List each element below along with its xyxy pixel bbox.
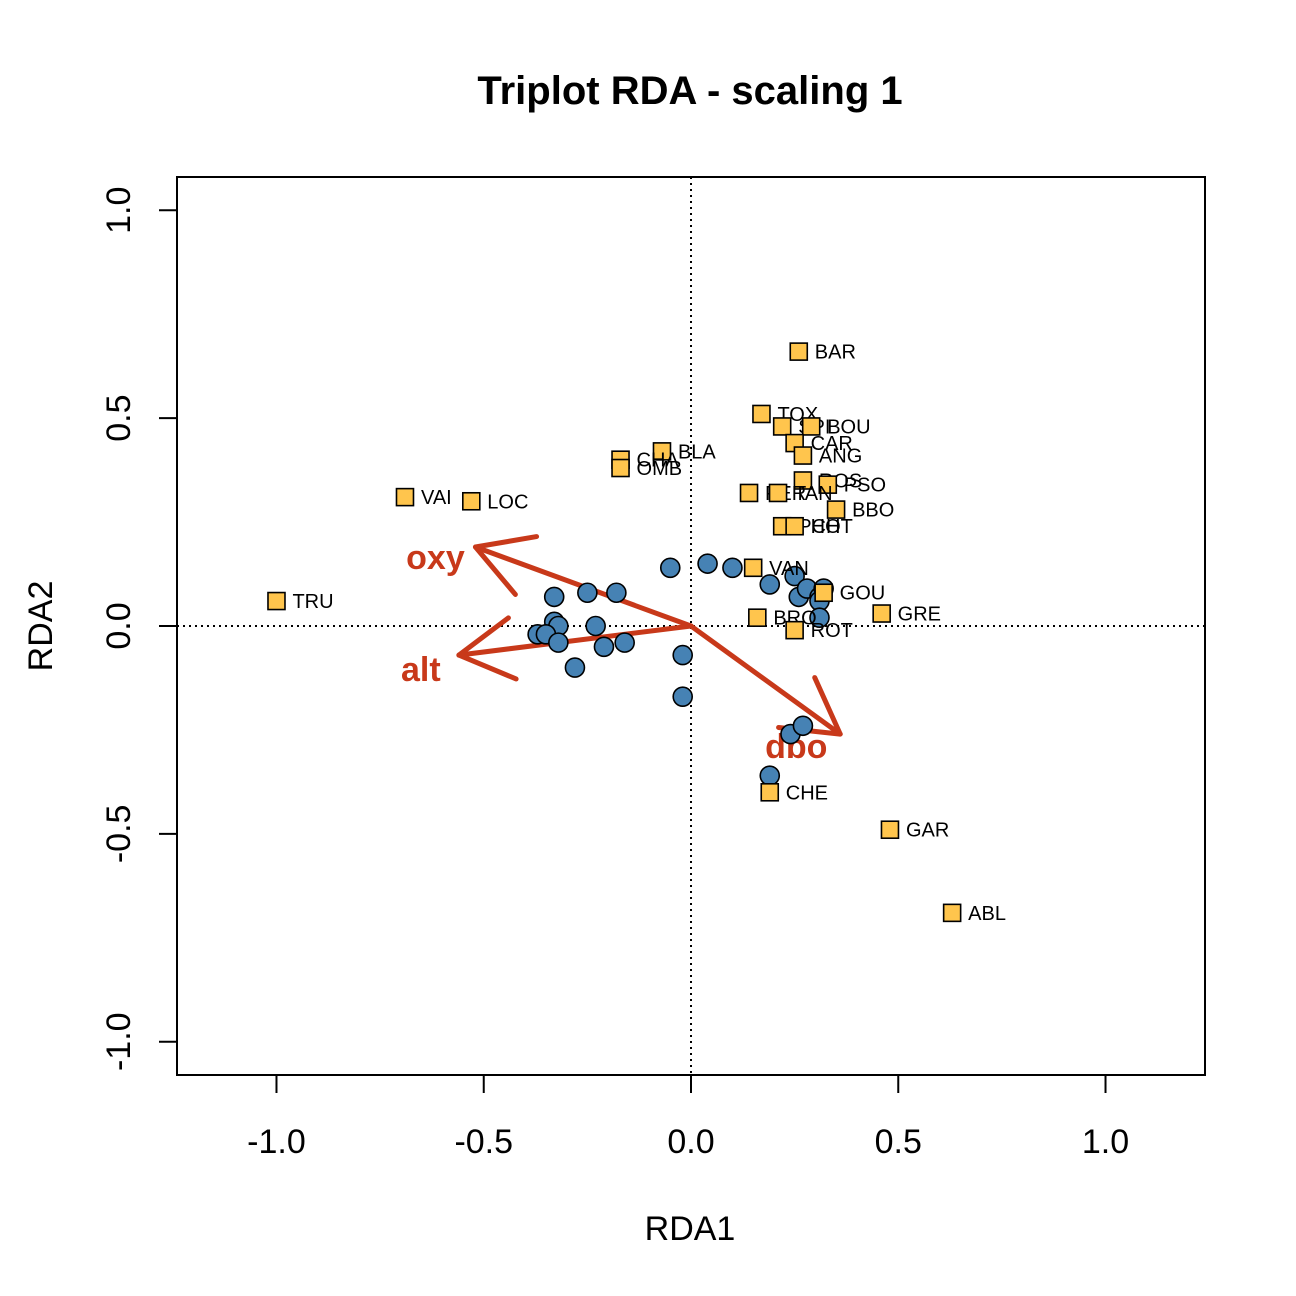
arrow-shaft-alt (456, 623, 694, 658)
species-label: CHE (786, 782, 828, 804)
species-point (880, 820, 900, 840)
y-tick-label: 0.5 (100, 394, 138, 441)
species-label: BAR (815, 342, 856, 364)
species-point (652, 442, 672, 461)
species-label: CHA (637, 450, 680, 472)
species-label: TRU (292, 591, 333, 613)
arrow-label-oxy: oxy (406, 539, 465, 577)
species-label: HOT (811, 516, 853, 538)
x-tick-label: -1.0 (247, 1123, 306, 1161)
species-label: ABL (968, 903, 1006, 925)
species-point (743, 558, 763, 578)
species-point (785, 620, 804, 640)
site-points (527, 553, 834, 786)
species-label: LOC (487, 491, 528, 513)
species-point (818, 475, 838, 494)
x-axis-title: RDA1 (645, 1210, 736, 1248)
site-point (792, 715, 814, 737)
site-point (697, 553, 718, 574)
site-point (614, 632, 635, 653)
site-point (759, 574, 781, 595)
species-label: PSO (844, 475, 886, 497)
y-tick-label: -0.5 (100, 805, 138, 864)
species-label: VAN (769, 558, 809, 580)
species-point (772, 417, 792, 436)
species-label: BRO (773, 608, 816, 630)
y-axis-title: RDA2 (22, 581, 60, 672)
species-point (801, 417, 821, 436)
species-label: GAR (906, 820, 949, 842)
species-point (785, 516, 804, 536)
x-axis: -1.0 -0.5 0.0 0.5 1.0 (247, 1074, 1129, 1161)
site-point (548, 632, 569, 653)
site-point (759, 765, 781, 786)
site-point (593, 636, 615, 658)
site-point (606, 582, 627, 604)
site-point (809, 607, 830, 628)
site-point (722, 557, 743, 579)
species-point (826, 500, 846, 519)
species-label: PCH (798, 516, 840, 538)
species-point (739, 483, 759, 503)
species-label: BLA (678, 441, 716, 463)
species-point (267, 591, 286, 611)
species-label: BBO (852, 500, 894, 522)
site-point (659, 557, 681, 579)
x-tick-label: 1.0 (1082, 1123, 1129, 1161)
species-points: BARTOXSPIBOUCARANGBLACHAOMBROSPSOPERTANB… (267, 342, 1006, 925)
species-label: CAR (811, 433, 853, 455)
x-tick-label: 0.0 (667, 1123, 714, 1161)
species-label: OMB (637, 458, 683, 480)
site-point (784, 565, 805, 587)
x-tick-label: -0.5 (454, 1123, 513, 1161)
x-tick-label: 0.5 (875, 1123, 922, 1161)
species-point (872, 604, 891, 623)
species-label: TAN (794, 483, 833, 505)
site-point (672, 686, 694, 707)
site-point (672, 644, 694, 666)
y-tick-label: 1.0 (100, 187, 138, 234)
site-point (564, 657, 586, 678)
y-tick-label: 0.0 (100, 602, 138, 649)
species-point (462, 491, 481, 511)
site-point (543, 586, 565, 608)
species-point (793, 446, 813, 465)
arrow-label-alt: alt (401, 651, 441, 689)
species-point (611, 458, 630, 478)
arrow-head-oxy (472, 534, 540, 597)
arrow-shaft-dbo (688, 623, 843, 737)
species-point (942, 903, 962, 923)
species-point (752, 404, 771, 424)
site-point (577, 582, 598, 604)
species-label: GOU (840, 583, 886, 605)
species-label: BOU (827, 416, 870, 438)
species-point (814, 583, 833, 603)
species-label: ANG (819, 446, 862, 468)
species-label: VAI (421, 487, 452, 509)
y-tick-label: -1.0 (100, 1012, 138, 1071)
species-point (748, 608, 767, 627)
species-point (793, 471, 813, 490)
site-point (585, 615, 606, 637)
chart-title: Triplot RDA - scaling 1 (477, 69, 902, 113)
species-point (395, 487, 415, 507)
species-label: GRE (898, 604, 941, 626)
species-label: ROT (811, 620, 853, 642)
species-point (768, 483, 788, 503)
species-point (789, 342, 809, 361)
species-point (760, 782, 780, 802)
plot-frame (176, 176, 1206, 1076)
arrow-head-alt (456, 615, 519, 682)
